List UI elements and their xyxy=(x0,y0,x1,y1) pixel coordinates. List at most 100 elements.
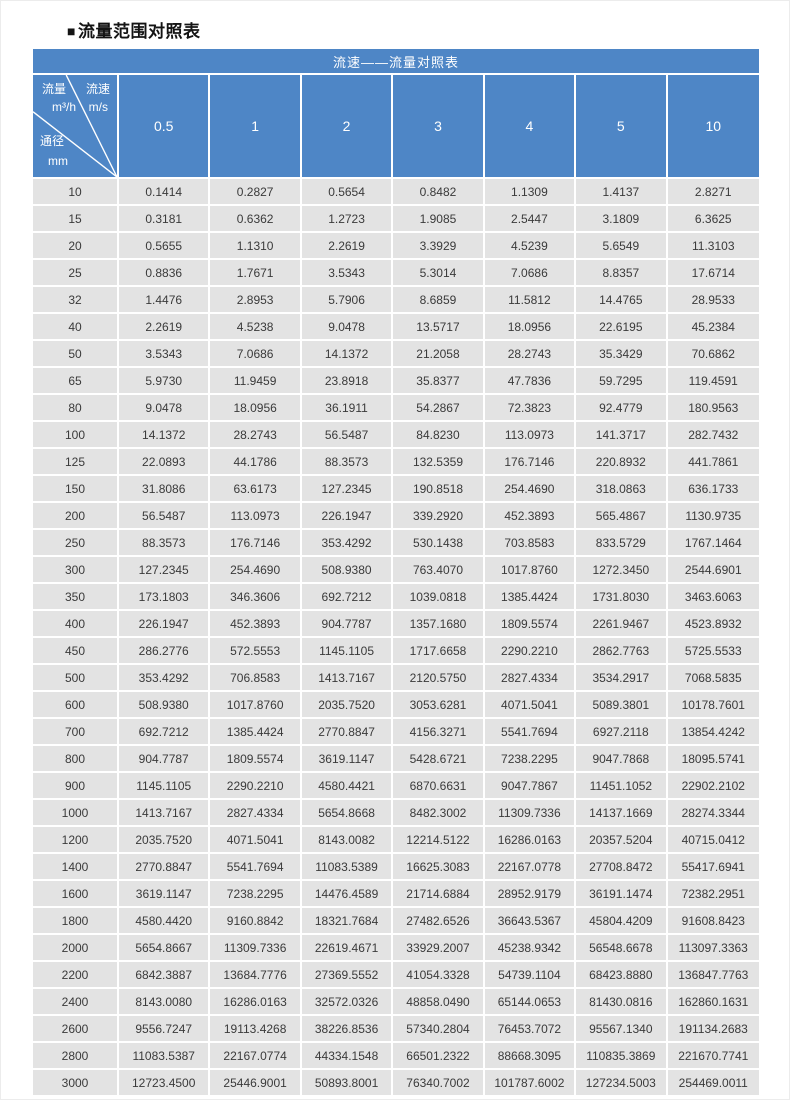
table-row: 40 2.2619 4.5238 9.0478 13.5717 18.0956 … xyxy=(33,314,759,341)
flow-value-cell: 17.6714 xyxy=(667,260,759,287)
flow-value-cell: 1.2723 xyxy=(301,206,394,233)
flow-value-cell: 441.7861 xyxy=(667,449,759,476)
flow-value-cell: 92.4779 xyxy=(576,395,668,422)
flow-value-cell: 5541.7694 xyxy=(210,854,302,881)
diameter-cell: 200 xyxy=(33,503,119,530)
flow-value-cell: 636.1733 xyxy=(667,476,759,503)
table-row: 2600 9556.7247 19113.4268 38226.8536 573… xyxy=(33,1016,759,1043)
flow-value-cell: 0.2827 xyxy=(210,179,302,206)
flow-value-cell: 72.3823 xyxy=(484,395,577,422)
flow-value-cell: 353.4292 xyxy=(119,665,211,692)
flow-value-cell: 1717.6658 xyxy=(393,638,485,665)
flow-value-cell: 36.1911 xyxy=(301,395,394,422)
flow-value-cell: 11309.7336 xyxy=(484,800,577,827)
table-row: 125 22.0893 44.1786 88.3573 132.5359 176… xyxy=(33,449,759,476)
velocity-header: 3 xyxy=(393,75,485,179)
flow-value-cell: 5089.3801 xyxy=(576,692,668,719)
flow-value-cell: 1385.4424 xyxy=(210,719,302,746)
table-row: 50 3.5343 7.0686 14.1372 21.2058 28.2743… xyxy=(33,341,759,368)
table-row: 400 226.1947 452.3893 904.7787 1357.1680… xyxy=(33,611,759,638)
flow-value-cell: 508.9380 xyxy=(119,692,211,719)
flow-value-cell: 1767.1464 xyxy=(667,530,759,557)
corner-cell: 流量 m³/h 流速 m/s 通径 mm xyxy=(33,75,119,179)
flow-value-cell: 1017.8760 xyxy=(210,692,302,719)
flow-value-cell: 1731.8030 xyxy=(576,584,668,611)
flow-value-cell: 9047.7868 xyxy=(576,746,668,773)
flow-value-cell: 2.2619 xyxy=(119,314,211,341)
table-row: 80 9.0478 18.0956 36.1911 54.2867 72.382… xyxy=(33,395,759,422)
flow-value-cell: 22167.0778 xyxy=(484,854,577,881)
flow-value-cell: 7.0686 xyxy=(484,260,577,287)
flow-value-cell: 0.6362 xyxy=(210,206,302,233)
flow-value-cell: 21.2058 xyxy=(393,341,485,368)
flow-value-cell: 6842.3887 xyxy=(119,962,211,989)
flow-value-cell: 22167.0774 xyxy=(210,1043,302,1070)
flow-value-cell: 763.4070 xyxy=(393,557,485,584)
flow-value-cell: 10178.7601 xyxy=(667,692,759,719)
velocity-header: 1 xyxy=(210,75,302,179)
flow-value-cell: 68423.8880 xyxy=(576,962,668,989)
flow-value-cell: 7.0686 xyxy=(210,341,302,368)
flow-value-cell: 44334.1548 xyxy=(301,1043,394,1070)
velocity-header: 5 xyxy=(576,75,668,179)
table-row: 450 286.2776 572.5553 1145.1105 1717.665… xyxy=(33,638,759,665)
diameter-cell: 2200 xyxy=(33,962,119,989)
flow-value-cell: 127.2345 xyxy=(301,476,394,503)
flow-value-cell: 565.4867 xyxy=(576,503,668,530)
flow-value-cell: 9.0478 xyxy=(119,395,211,422)
table-row: 15 0.3181 0.6362 1.2723 1.9085 2.5447 3.… xyxy=(33,206,759,233)
flow-value-cell: 5541.7694 xyxy=(484,719,577,746)
flow-value-cell: 4580.4420 xyxy=(119,908,211,935)
table-row: 200 56.5487 113.0973 226.1947 339.2920 4… xyxy=(33,503,759,530)
diameter-cell: 80 xyxy=(33,395,119,422)
flow-value-cell: 14.1372 xyxy=(301,341,394,368)
flow-value-cell: 56.5487 xyxy=(301,422,394,449)
flow-value-cell: 47.7836 xyxy=(484,368,577,395)
flow-value-cell: 2290.2210 xyxy=(484,638,577,665)
flow-value-cell: 2827.4334 xyxy=(484,665,577,692)
diameter-cell: 450 xyxy=(33,638,119,665)
flow-value-cell: 190.8518 xyxy=(393,476,485,503)
diameter-cell: 300 xyxy=(33,557,119,584)
diameter-cell: 400 xyxy=(33,611,119,638)
flow-value-cell: 1130.9735 xyxy=(667,503,759,530)
flow-value-cell: 692.7212 xyxy=(119,719,211,746)
flow-value-cell: 38226.8536 xyxy=(301,1016,394,1043)
flow-value-cell: 8143.0082 xyxy=(301,827,394,854)
flow-value-cell: 2120.5750 xyxy=(393,665,485,692)
flow-value-cell: 31.8086 xyxy=(119,476,211,503)
corner-diagonal-lines xyxy=(33,75,117,177)
flow-value-cell: 28952.9179 xyxy=(484,881,577,908)
flow-value-cell: 508.9380 xyxy=(301,557,394,584)
flow-value-cell: 36643.5367 xyxy=(484,908,577,935)
flow-value-cell: 55417.6941 xyxy=(667,854,759,881)
flow-value-cell: 9160.8842 xyxy=(210,908,302,935)
table-row: 2200 6842.3887 13684.7776 27369.5552 410… xyxy=(33,962,759,989)
table-band-title: 流速——流量对照表 xyxy=(33,49,759,75)
flow-value-cell: 19113.4268 xyxy=(210,1016,302,1043)
flow-value-cell: 41054.3328 xyxy=(393,962,485,989)
velocity-header: 4 xyxy=(484,75,577,179)
diameter-cell: 2600 xyxy=(33,1016,119,1043)
flow-value-cell: 254.4690 xyxy=(484,476,577,503)
diameter-cell: 100 xyxy=(33,422,119,449)
flow-value-cell: 20357.5204 xyxy=(576,827,668,854)
flow-value-cell: 11.3103 xyxy=(667,233,759,260)
flow-value-cell: 1.7671 xyxy=(210,260,302,287)
flow-value-cell: 572.5553 xyxy=(210,638,302,665)
flow-value-cell: 22.6195 xyxy=(576,314,668,341)
flow-value-cell: 692.7212 xyxy=(301,584,394,611)
flow-value-cell: 88.3573 xyxy=(119,530,211,557)
diameter-cell: 1400 xyxy=(33,854,119,881)
flow-value-cell: 14.4765 xyxy=(576,287,668,314)
diameter-cell: 150 xyxy=(33,476,119,503)
flow-value-cell: 35.3429 xyxy=(576,341,668,368)
flow-value-cell: 0.3181 xyxy=(119,206,211,233)
flow-value-cell: 452.3893 xyxy=(484,503,577,530)
flow-value-cell: 1272.3450 xyxy=(576,557,668,584)
flow-value-cell: 54739.1104 xyxy=(484,962,577,989)
flow-value-cell: 2.8271 xyxy=(667,179,759,206)
flow-value-cell: 706.8583 xyxy=(210,665,302,692)
diameter-cell: 250 xyxy=(33,530,119,557)
flow-value-cell: 1809.5574 xyxy=(210,746,302,773)
